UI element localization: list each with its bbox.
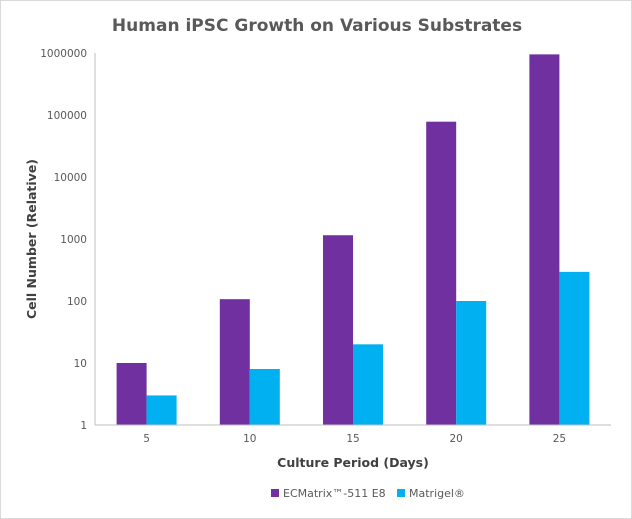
y-tick-label: 1000: [60, 234, 87, 246]
x-tick-label: 25: [553, 433, 566, 445]
legend-swatch-ecmatrix: [271, 489, 279, 497]
bar-ecmatrix-day-15: [323, 235, 353, 425]
bar-matrigel-day-25: [559, 271, 590, 425]
bar-ecmatrix-day-5: [116, 363, 147, 425]
bar-ecmatrix-day-25: [529, 54, 560, 426]
x-axis-label: Culture Period (Days): [277, 455, 429, 470]
legend: ECMatrix™-511 E8 Matrigel®: [271, 487, 465, 500]
x-tick-label: 20: [450, 433, 463, 445]
bar-matrigel-day-10: [249, 369, 280, 425]
y-tick-label: 10000: [54, 172, 87, 184]
x-tick-label: 15: [346, 433, 359, 445]
y-tick-label: 100: [67, 296, 87, 308]
x-tick-label: 5: [143, 433, 150, 445]
y-tick-label: 10: [74, 358, 87, 370]
x-tick-label: 10: [243, 433, 256, 445]
bar-ecmatrix-day-20: [426, 121, 457, 426]
bar-matrigel-day-20: [456, 301, 487, 425]
legend-swatch-matrigel: [397, 489, 405, 497]
bar-matrigel-day-15: [353, 344, 383, 425]
y-tick-label: 100000: [47, 110, 87, 122]
legend-label-matrigel: Matrigel®: [409, 487, 465, 500]
chart-title: Human iPSC Growth on Various Substrates: [112, 16, 522, 36]
bar-ecmatrix-day-10: [219, 299, 250, 425]
y-tick-label: 1: [80, 420, 87, 432]
bar-matrigel-day-5: [146, 395, 177, 425]
y-axis-label: Cell Number (Relative): [24, 159, 39, 319]
legend-label-ecmatrix: ECMatrix™-511 E8: [283, 487, 386, 500]
y-tick-label: 1000000: [40, 48, 87, 60]
